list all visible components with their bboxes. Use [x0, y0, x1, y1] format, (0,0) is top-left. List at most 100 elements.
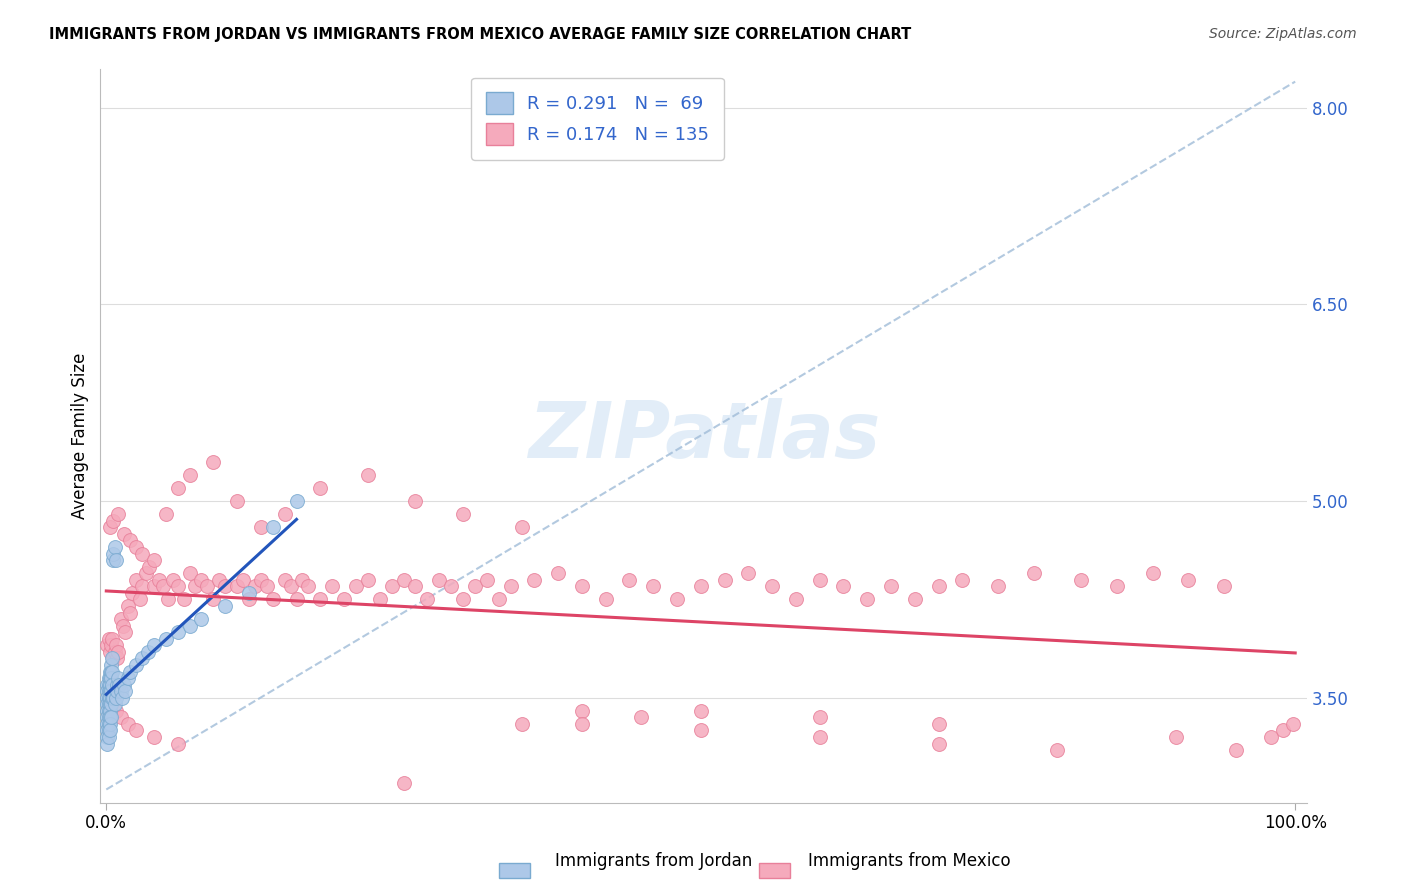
Text: ZIPatlas: ZIPatlas	[527, 398, 880, 474]
Point	[512, 520, 534, 534]
Point	[1260, 730, 1282, 744]
Point	[97, 723, 120, 738]
Point	[96, 684, 118, 698]
Point	[142, 638, 165, 652]
Point	[96, 638, 118, 652]
Point	[166, 737, 188, 751]
Point	[297, 579, 319, 593]
Point	[101, 632, 124, 646]
Point	[595, 592, 617, 607]
Point	[96, 737, 118, 751]
Point	[256, 579, 278, 593]
Point	[104, 638, 127, 652]
Point	[135, 566, 157, 581]
Point	[214, 599, 236, 613]
Point	[1177, 573, 1199, 587]
Point	[357, 573, 380, 587]
Point	[333, 592, 356, 607]
Point	[97, 684, 120, 698]
Point	[103, 514, 125, 528]
Point	[152, 579, 174, 593]
Point	[96, 723, 118, 738]
Point	[404, 494, 426, 508]
Point	[97, 690, 120, 705]
Point	[103, 547, 125, 561]
Point	[950, 573, 973, 587]
Point	[630, 710, 652, 724]
Point	[155, 507, 177, 521]
Point	[238, 592, 260, 607]
Point	[250, 573, 273, 587]
Point	[928, 717, 950, 731]
Point	[117, 717, 139, 731]
Point	[643, 579, 665, 593]
Point	[273, 573, 295, 587]
Point	[138, 559, 160, 574]
Point	[1142, 566, 1164, 581]
Point	[665, 592, 688, 607]
Point	[451, 592, 474, 607]
Point	[112, 527, 135, 541]
Point	[737, 566, 759, 581]
Point	[1166, 730, 1188, 744]
Point	[713, 573, 735, 587]
Point	[96, 710, 118, 724]
Point	[309, 592, 332, 607]
Text: Immigrants from Jordan: Immigrants from Jordan	[555, 852, 752, 870]
Point	[1105, 579, 1128, 593]
Point	[98, 520, 121, 534]
Point	[96, 730, 118, 744]
Point	[100, 684, 122, 698]
Point	[571, 717, 593, 731]
Point	[262, 592, 284, 607]
Point	[97, 671, 120, 685]
Point	[880, 579, 903, 593]
Point	[125, 540, 148, 554]
Point	[97, 698, 120, 712]
Point	[120, 665, 142, 679]
Point	[523, 573, 546, 587]
Point	[97, 717, 120, 731]
Point	[98, 710, 121, 724]
Point	[104, 690, 127, 705]
Point	[619, 573, 641, 587]
Point	[226, 579, 249, 593]
Y-axis label: Average Family Size: Average Family Size	[72, 352, 89, 519]
Point	[808, 710, 831, 724]
Point	[101, 678, 124, 692]
Point	[309, 481, 332, 495]
Point	[1212, 579, 1234, 593]
Point	[112, 678, 135, 692]
Point	[105, 678, 128, 692]
Point	[114, 684, 136, 698]
Point	[114, 625, 136, 640]
Point	[832, 579, 855, 593]
Point	[392, 776, 415, 790]
Point	[285, 494, 308, 508]
Point	[97, 730, 120, 744]
Point	[125, 723, 148, 738]
Point	[499, 579, 522, 593]
Point	[280, 579, 302, 593]
Point	[98, 698, 121, 712]
Point	[162, 573, 184, 587]
Point	[96, 717, 118, 731]
Point	[105, 684, 128, 698]
Point	[100, 698, 122, 712]
Point	[98, 684, 121, 698]
Point	[96, 678, 118, 692]
Point	[404, 579, 426, 593]
Text: Immigrants from Mexico: Immigrants from Mexico	[808, 852, 1011, 870]
Point	[904, 592, 927, 607]
Point	[142, 579, 165, 593]
Point	[108, 678, 131, 692]
Point	[202, 455, 225, 469]
Point	[190, 573, 212, 587]
Point	[103, 553, 125, 567]
Point	[208, 573, 231, 587]
Point	[689, 579, 711, 593]
Point	[928, 737, 950, 751]
Point	[97, 710, 120, 724]
Point	[120, 533, 142, 548]
Point	[98, 678, 121, 692]
